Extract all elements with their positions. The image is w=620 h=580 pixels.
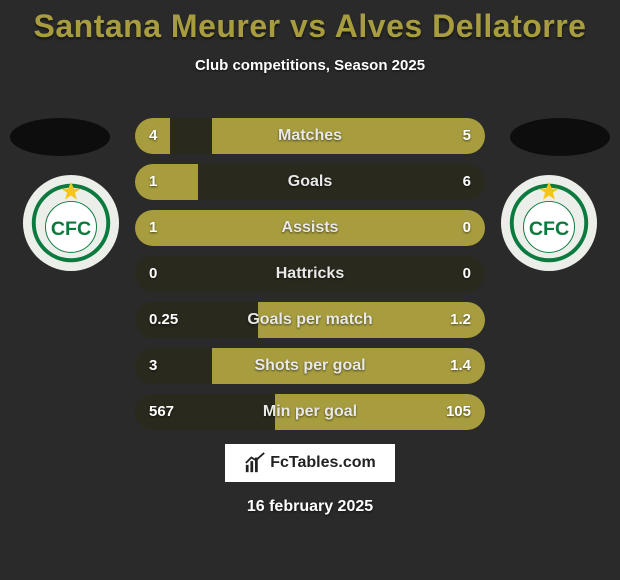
footer-brand-text: FcTables.com xyxy=(270,454,376,472)
stat-row: 1Assists0 xyxy=(135,210,485,246)
stat-row: 1Goals6 xyxy=(135,164,485,200)
footer-date: 16 february 2025 xyxy=(0,498,620,516)
chart-icon xyxy=(244,452,266,474)
stat-value-right: 105 xyxy=(432,394,485,430)
club-abbr-left: CFC xyxy=(51,218,91,240)
stat-value-right: 0 xyxy=(449,256,485,292)
stat-value-right: 0 xyxy=(449,210,485,246)
stat-value-right: 5 xyxy=(449,118,485,154)
player-shadow-right xyxy=(510,118,610,156)
stat-label: Shots per goal xyxy=(135,348,485,384)
stat-label: Goals per match xyxy=(135,302,485,338)
club-badge-left: CFC xyxy=(22,174,120,272)
stat-row: 3Shots per goal1.4 xyxy=(135,348,485,384)
stat-value-right: 1.2 xyxy=(436,302,485,338)
stat-label: Goals xyxy=(135,164,485,200)
stat-label: Matches xyxy=(135,118,485,154)
stat-value-right: 1.4 xyxy=(436,348,485,384)
stat-row: 567Min per goal105 xyxy=(135,394,485,430)
footer-brand: FcTables.com xyxy=(225,444,395,482)
stat-row: 0.25Goals per match1.2 xyxy=(135,302,485,338)
club-abbr-right: CFC xyxy=(529,218,569,240)
stats-area: 4Matches51Goals61Assists00Hattricks00.25… xyxy=(135,118,485,440)
stat-row: 0Hattricks0 xyxy=(135,256,485,292)
stat-row: 4Matches5 xyxy=(135,118,485,154)
club-badge-right: CFC xyxy=(500,174,598,272)
stat-value-right: 6 xyxy=(449,164,485,200)
page-title: Santana Meurer vs Alves Dellatorre xyxy=(0,0,620,45)
player-shadow-left xyxy=(10,118,110,156)
stat-label: Hattricks xyxy=(135,256,485,292)
stat-label: Assists xyxy=(135,210,485,246)
page-subtitle: Club competitions, Season 2025 xyxy=(0,57,620,74)
